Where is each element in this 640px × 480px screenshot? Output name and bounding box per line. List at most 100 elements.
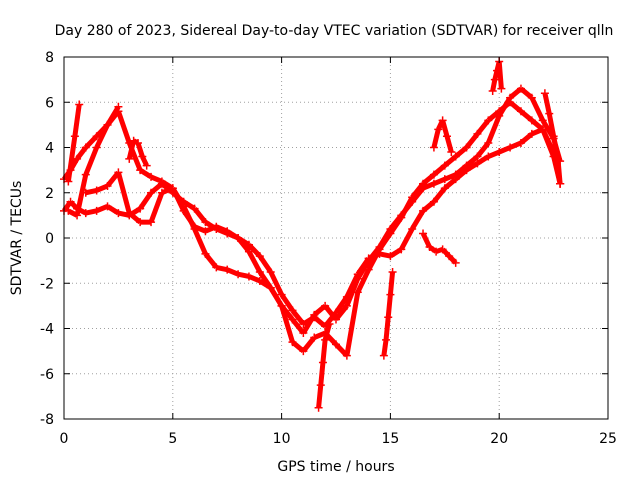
x-tick-label: 20	[490, 431, 508, 447]
x-tick-label: 5	[168, 431, 177, 447]
series-segment	[279, 293, 295, 312]
series-segment	[421, 172, 436, 186]
data-point	[325, 319, 334, 328]
y-tick-label: 8	[45, 50, 54, 66]
series-segment	[226, 267, 240, 277]
series-segment	[247, 243, 262, 258]
series-segment	[246, 250, 263, 274]
series-segment	[290, 317, 306, 335]
series-segment	[410, 186, 425, 204]
series-segment	[421, 199, 436, 213]
series-segment	[519, 132, 534, 145]
series-segment	[279, 304, 295, 322]
series-segment	[148, 191, 165, 224]
y-tick-label: -8	[40, 412, 54, 428]
series-segment	[519, 86, 534, 100]
series-segment	[447, 254, 458, 265]
series-segment	[333, 295, 349, 315]
data-series	[60, 57, 565, 412]
series-segment	[555, 158, 563, 184]
series-segment	[443, 177, 458, 191]
series-segment	[313, 330, 327, 340]
data-point	[451, 258, 460, 267]
series-segment	[65, 135, 78, 182]
series-segment	[236, 236, 251, 254]
series-segment	[181, 205, 197, 231]
series-segment	[410, 209, 426, 231]
series-segment	[301, 335, 317, 353]
series-segment	[422, 181, 435, 191]
data-point	[142, 161, 151, 170]
series-segment	[355, 268, 371, 294]
series-segment	[204, 224, 218, 234]
series-track-7	[379, 267, 397, 360]
data-point	[447, 148, 456, 157]
series-segment	[116, 110, 132, 144]
series-segment	[68, 200, 79, 211]
series-segment	[454, 168, 469, 182]
y-axis-ticks: -8 -6 -4 -2 0 2 4 6 8	[40, 50, 608, 428]
series-segment	[160, 185, 174, 196]
series-segment	[323, 304, 338, 322]
series-segment	[150, 174, 163, 184]
series-segment	[443, 154, 458, 168]
series-segment	[540, 128, 556, 158]
series-segment	[138, 191, 154, 211]
data-point	[114, 102, 123, 111]
series-segment	[420, 232, 432, 249]
series-segment	[496, 61, 504, 89]
series-track-4	[64, 102, 123, 220]
series-segment	[344, 273, 361, 298]
series-segment	[334, 304, 349, 322]
series-segment	[464, 154, 480, 168]
series-segment	[83, 146, 99, 176]
series-track-12	[419, 229, 460, 267]
series-segment	[149, 181, 164, 195]
series-segment	[301, 313, 317, 335]
series-segment	[115, 171, 132, 214]
series-segment	[431, 186, 447, 204]
y-tick-label: 6	[45, 95, 54, 111]
series-segment	[530, 118, 545, 132]
series-segment	[519, 109, 534, 123]
x-axis-ticks: 0 5 10 15 20 25	[60, 57, 617, 447]
data-point	[388, 267, 397, 276]
series-segment	[74, 174, 89, 216]
series-track-10	[125, 136, 151, 170]
series-segment	[95, 183, 109, 193]
y-tick-label: -2	[40, 276, 54, 292]
series-segment	[399, 200, 415, 217]
series-track-8	[488, 57, 506, 95]
series-segment	[192, 227, 208, 255]
y-tick-label: -6	[40, 367, 54, 383]
series-segment	[410, 182, 425, 199]
series-segment	[432, 176, 446, 187]
series-segment	[508, 86, 523, 100]
series-segment	[388, 213, 404, 231]
series-segment	[440, 247, 451, 258]
x-axis-label: GPS time / hours	[277, 459, 394, 475]
series-segment	[486, 109, 501, 123]
y-tick-label: 2	[45, 186, 54, 202]
series-segment	[268, 286, 284, 308]
grid-lines	[64, 57, 608, 419]
series-segment	[268, 270, 284, 296]
series-segment	[399, 227, 415, 251]
series-segment	[465, 161, 479, 173]
series-segment	[454, 145, 469, 159]
series-segment	[508, 100, 523, 114]
y-tick-label: 4	[45, 141, 54, 157]
y-axis-label: SDTVAR / TECUs	[9, 181, 25, 296]
series-track-5	[64, 100, 84, 186]
series-track-6	[314, 319, 334, 412]
x-tick-label: 10	[273, 431, 291, 447]
data-point	[497, 84, 506, 93]
series-segment	[344, 291, 361, 357]
chart-title: Day 280 of 2023, Sidereal Day-to-day VTE…	[55, 23, 614, 39]
series-segment	[497, 96, 513, 118]
series-segment	[127, 211, 142, 225]
series-segment	[138, 168, 153, 180]
series-segment	[290, 308, 306, 326]
x-tick-label: 0	[60, 431, 69, 447]
